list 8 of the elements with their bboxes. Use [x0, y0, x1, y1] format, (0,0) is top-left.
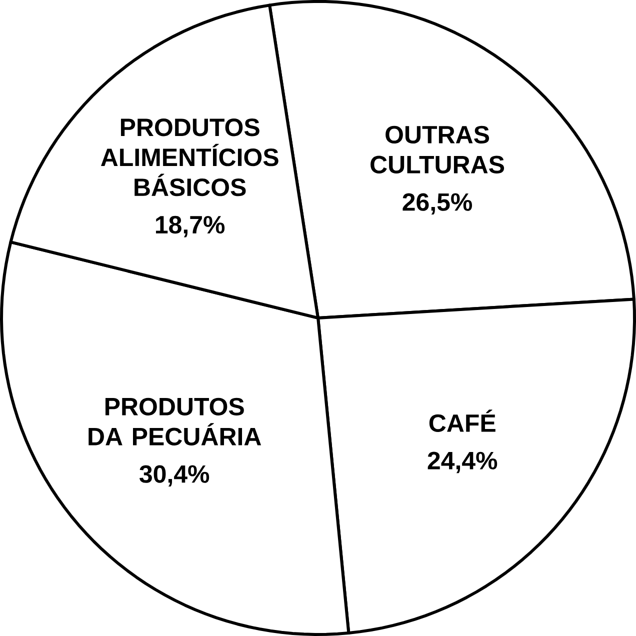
data-label: 18,7%	[156, 216, 225, 238]
slice-label: PRODUTOS DA PECUÁRIA	[88, 398, 262, 446]
data-label: 24,4%	[428, 452, 498, 474]
slice-label: PRODUTOS ALIMENTÍCIOS BÁSICOS	[100, 118, 278, 196]
slice-label: CAFÉ	[429, 410, 496, 432]
slice-label: OUTRAS CULTURAS	[370, 126, 504, 174]
data-label: 30,4%	[140, 465, 210, 487]
data-label: 26,5%	[402, 193, 472, 215]
